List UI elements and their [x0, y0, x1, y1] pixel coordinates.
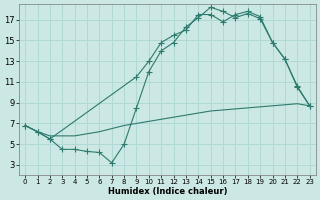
- X-axis label: Humidex (Indice chaleur): Humidex (Indice chaleur): [108, 187, 227, 196]
